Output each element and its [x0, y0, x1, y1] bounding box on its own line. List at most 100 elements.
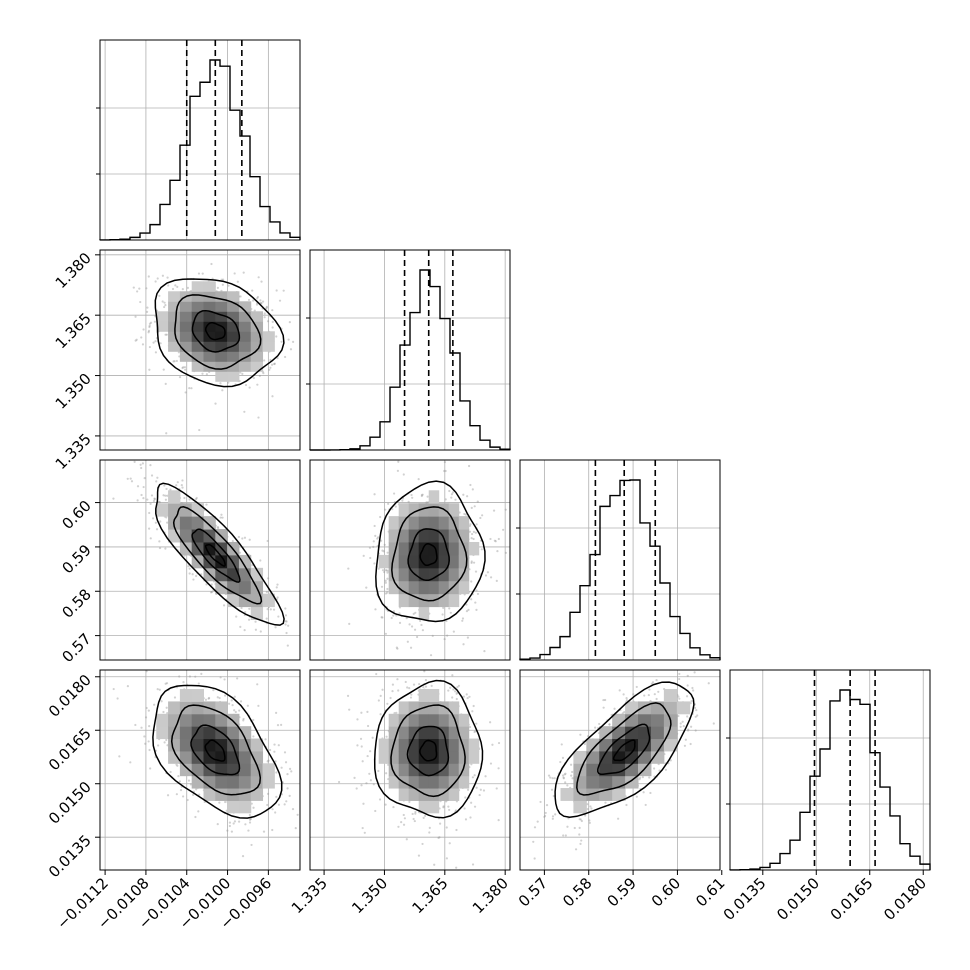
density-cell	[203, 311, 216, 322]
density-cell	[398, 763, 410, 777]
sample-point	[165, 706, 168, 709]
sample-point	[160, 700, 163, 703]
sample-point	[115, 457, 117, 459]
sample-point	[360, 784, 363, 787]
sample-point	[252, 376, 256, 380]
sample-point	[156, 688, 159, 691]
sample-point	[382, 550, 385, 553]
sample-point	[214, 402, 217, 405]
sample-point	[288, 321, 291, 324]
sample-point	[536, 820, 539, 823]
sample-point	[381, 616, 384, 619]
sample-point	[496, 550, 499, 553]
density-cell	[398, 701, 410, 715]
sample-point	[250, 843, 253, 847]
sample-point	[136, 485, 140, 488]
sample-point	[454, 690, 457, 693]
density-cell	[398, 503, 410, 517]
density-cell	[428, 750, 440, 764]
density-cell	[215, 341, 228, 352]
sample-point	[486, 571, 490, 574]
density-cell	[262, 331, 275, 342]
sample-point	[290, 770, 293, 773]
axes-frame	[309, 669, 511, 871]
sample-point	[201, 272, 204, 275]
sample-point	[233, 695, 236, 698]
density-cell	[408, 775, 420, 789]
density-cell	[203, 361, 216, 372]
density-cell	[191, 689, 204, 702]
sample-point	[374, 534, 377, 537]
density-cell	[191, 321, 204, 332]
sample-point	[608, 723, 611, 726]
sample-point	[422, 686, 425, 689]
sample-point	[400, 821, 403, 824]
density-cell	[428, 580, 440, 595]
contour-level-3	[191, 309, 241, 353]
sample-point	[562, 777, 565, 780]
sample-point	[417, 478, 420, 481]
density-cell	[438, 516, 450, 530]
sample-point	[192, 578, 195, 581]
sample-point	[205, 583, 208, 586]
sample-point	[212, 689, 215, 692]
sample-point	[411, 812, 414, 816]
density-cell	[227, 726, 240, 740]
sample-point	[183, 496, 186, 500]
density-cell	[438, 529, 450, 543]
sample-point	[571, 770, 574, 774]
sample-point	[310, 790, 312, 792]
sample-point	[384, 569, 388, 572]
sample-point	[237, 535, 241, 539]
sample-point	[266, 539, 269, 543]
density-cell	[168, 750, 181, 764]
sample-point	[398, 612, 401, 615]
density-cell	[238, 331, 252, 342]
sample-point	[389, 696, 392, 700]
density-cell	[458, 750, 470, 764]
sample-point	[186, 286, 190, 290]
sample-point	[551, 815, 555, 818]
sample-point	[239, 700, 243, 703]
density-cell	[227, 311, 240, 322]
sample-point	[224, 800, 227, 804]
sample-point	[454, 498, 457, 501]
sample-point	[474, 730, 477, 733]
sample-point	[362, 802, 365, 805]
sample-point	[294, 827, 297, 830]
sample-point	[154, 340, 157, 343]
sample-point	[578, 818, 581, 821]
sample-point	[420, 494, 423, 498]
sample-point	[143, 735, 146, 738]
sample-point	[456, 686, 459, 689]
sample-point	[147, 329, 151, 332]
sample-point	[547, 774, 551, 777]
sample-point	[181, 479, 184, 482]
sample-point	[695, 709, 698, 712]
sample-point	[686, 715, 689, 718]
density-cell	[388, 726, 400, 740]
density-cell	[156, 311, 169, 322]
density-cell	[663, 701, 678, 715]
sample-point	[157, 744, 160, 747]
sample-point	[430, 454, 432, 456]
sample-point	[561, 774, 565, 777]
sample-point	[443, 469, 446, 473]
density-cell	[179, 529, 193, 543]
sample-point	[474, 601, 477, 604]
sample-point	[265, 305, 268, 308]
sample-point	[380, 539, 383, 542]
density-cell	[250, 606, 264, 621]
density-cell	[203, 788, 216, 801]
sample-point	[384, 803, 387, 806]
sample-point	[274, 626, 277, 629]
sample-point	[288, 794, 291, 797]
sample-point	[470, 537, 473, 540]
sample-point	[475, 523, 478, 526]
density-cell	[458, 580, 470, 595]
density-cell	[418, 763, 430, 777]
sample-point	[158, 294, 161, 297]
sample-point	[276, 583, 279, 586]
sample-point	[152, 341, 155, 344]
sample-point	[414, 812, 417, 815]
